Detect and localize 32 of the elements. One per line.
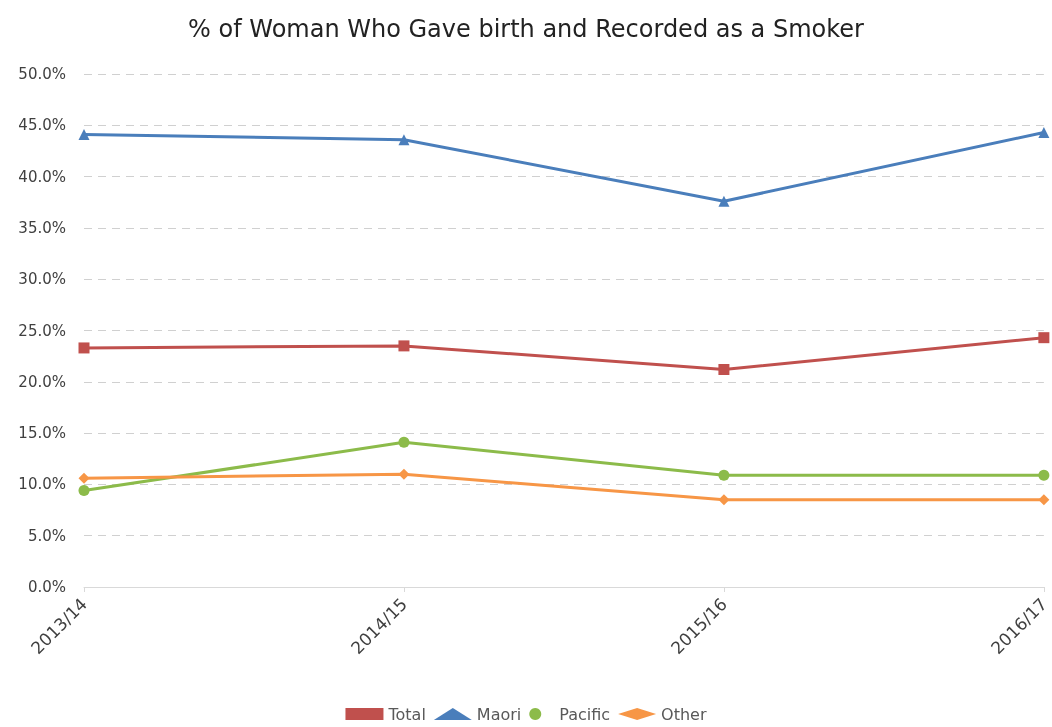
legend-label: Maori <box>476 704 522 724</box>
point <box>718 494 730 506</box>
point <box>78 472 90 484</box>
legend-label: Total <box>387 704 426 724</box>
point <box>1038 494 1050 506</box>
y-tick-label: 5.0% <box>27 526 66 545</box>
point <box>718 363 730 375</box>
point <box>398 468 410 480</box>
legend-label: Pacific <box>559 704 611 724</box>
y-tick-label: 30.0% <box>18 270 66 289</box>
y-tick-label: 15.0% <box>18 424 66 443</box>
y-tick-label: 35.0% <box>18 218 66 237</box>
point <box>78 129 90 141</box>
point <box>398 436 410 448</box>
y-tick-label: 40.0% <box>18 167 66 186</box>
point <box>718 469 730 481</box>
point <box>78 342 90 354</box>
chart-title: % of Woman Who Gave birth and Recorded as a Smoker <box>188 15 865 43</box>
y-tick-label: 45.0% <box>18 116 66 135</box>
y-tick-label: 50.0% <box>18 65 66 83</box>
point <box>78 485 90 497</box>
y-tick-label: 10.0% <box>18 475 66 494</box>
point <box>1038 469 1050 481</box>
legend-label: Other <box>661 704 707 724</box>
y-tick-label: 0.0% <box>27 578 66 596</box>
y-tick-label: 20.0% <box>18 372 66 391</box>
point <box>1038 126 1050 138</box>
point <box>718 195 730 207</box>
point <box>398 340 410 352</box>
y-tick-label: 25.0% <box>18 321 66 340</box>
point <box>398 134 410 146</box>
point <box>1038 332 1050 344</box>
